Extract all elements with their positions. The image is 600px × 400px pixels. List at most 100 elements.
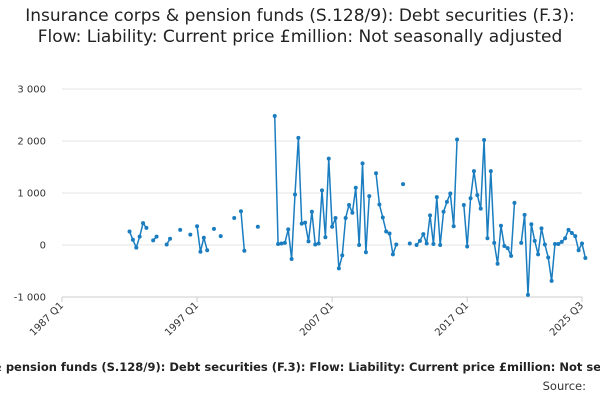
data-point (461, 202, 466, 207)
data-point (137, 234, 142, 239)
data-point (374, 171, 379, 176)
data-point (154, 234, 159, 239)
data-point (569, 231, 574, 236)
data-point (525, 292, 530, 297)
data-point (205, 248, 210, 253)
data-point (347, 202, 352, 207)
data-point (313, 242, 318, 247)
data-point (242, 248, 247, 253)
data-point (141, 221, 146, 226)
data-point (201, 235, 206, 240)
data-point (130, 237, 135, 242)
series-line (128, 222, 148, 249)
x-tick-label: 2007 Q1 (298, 300, 336, 338)
data-point (272, 114, 277, 119)
data-point (360, 161, 365, 166)
series-lines (128, 116, 587, 296)
data-point (583, 256, 588, 260)
chart-title: Insurance corps & pension funds (S.128/9… (25, 6, 575, 47)
data-point (188, 232, 193, 237)
data-point (144, 225, 149, 230)
data-point (343, 215, 348, 220)
data-point (363, 250, 368, 255)
data-point (134, 245, 139, 250)
y-tick-label: 3 000 (17, 85, 46, 96)
data-point (164, 242, 169, 247)
x-tick-label: 1997 Q1 (163, 300, 201, 338)
data-point (529, 222, 534, 227)
data-point (556, 241, 561, 246)
data-point (519, 240, 524, 245)
data-point (563, 236, 568, 241)
series-line (375, 173, 397, 256)
data-point (468, 196, 473, 201)
data-point (198, 249, 203, 254)
data-point (238, 209, 243, 214)
data-point (498, 223, 503, 228)
data-point (195, 224, 200, 229)
data-point (539, 226, 544, 231)
data-point (309, 209, 314, 214)
x-tick-label: 2025 Q3 (548, 300, 586, 338)
data-point (505, 246, 510, 251)
data-point (289, 257, 294, 262)
data-point (559, 239, 564, 244)
y-tick-label: 2 000 (17, 137, 46, 148)
data-point (380, 215, 385, 220)
data-point (306, 239, 311, 244)
data-point (428, 213, 433, 218)
y-tick-label: -1 000 (14, 293, 46, 304)
data-point (475, 193, 480, 198)
data-point (151, 238, 156, 243)
data-point (367, 194, 372, 199)
data-point (377, 202, 382, 207)
data-point (414, 243, 419, 247)
data-point (401, 182, 406, 187)
x-axis (61, 296, 583, 302)
data-point (390, 252, 395, 257)
data-point (465, 244, 470, 249)
data-point (279, 241, 284, 246)
data-point (178, 227, 183, 232)
data-point (320, 188, 324, 193)
data-point (296, 135, 301, 140)
data-point (434, 195, 439, 200)
data-point (438, 243, 443, 247)
data-point (255, 224, 260, 229)
data-point (512, 200, 517, 205)
data-point (448, 191, 453, 196)
data-point (546, 255, 551, 260)
data-point (478, 206, 483, 211)
source-label: Source: (542, 379, 586, 393)
data-point (316, 241, 321, 246)
data-point (286, 227, 291, 232)
series-line (196, 226, 208, 253)
series-points (127, 114, 588, 297)
data-point (282, 240, 287, 245)
data-point (127, 229, 132, 234)
data-point (509, 253, 514, 258)
data-point (451, 224, 456, 229)
data-point (444, 199, 449, 204)
data-point (552, 241, 557, 246)
data-point (299, 221, 304, 226)
data-point (336, 266, 341, 271)
data-point (387, 231, 392, 236)
data-point (218, 234, 223, 239)
data-point (488, 169, 493, 174)
legend: Insurance corps & pension funds (S.128/9… (0, 360, 600, 378)
data-point (482, 137, 487, 142)
data-point (576, 248, 581, 253)
data-point (323, 235, 328, 240)
x-axis-ticks: 1987 Q1 1997 Q1 2007 Q1 2017 Q1 2025 Q3 (28, 300, 586, 338)
data-point (353, 185, 358, 190)
data-point (424, 241, 429, 246)
data-point (350, 210, 355, 215)
data-point (276, 241, 281, 246)
data-point (340, 253, 345, 258)
data-point (471, 169, 476, 174)
data-point (441, 209, 446, 214)
data-point (536, 252, 541, 257)
data-point (492, 240, 497, 245)
